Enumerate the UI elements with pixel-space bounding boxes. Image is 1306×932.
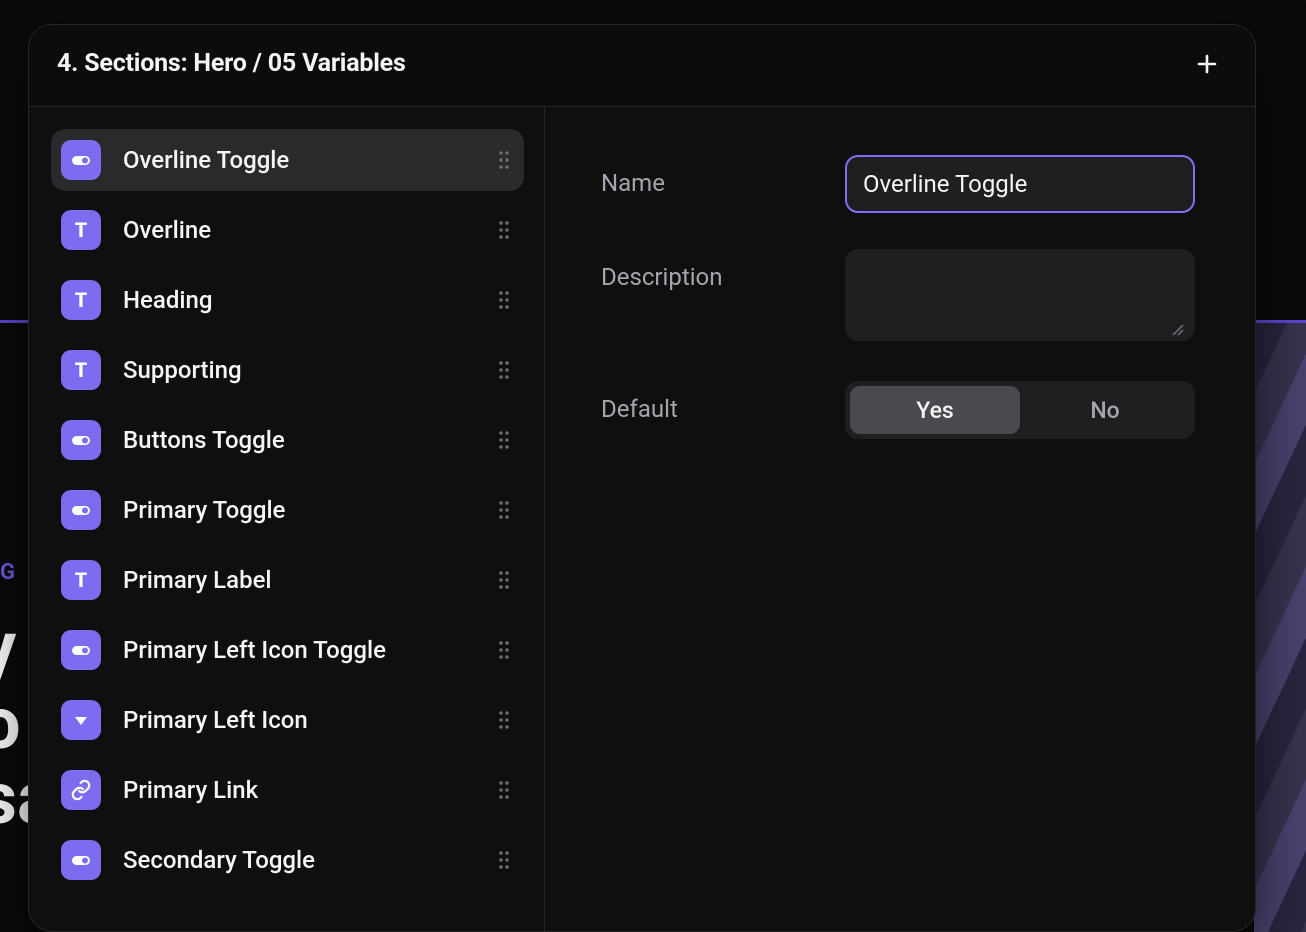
variable-list-item-label: Secondary Toggle: [123, 846, 494, 874]
variable-list-item[interactable]: T Supporting: [51, 339, 524, 401]
variable-list-item[interactable]: Primary Left Icon: [51, 689, 524, 751]
description-input[interactable]: [845, 249, 1195, 341]
default-option-yes[interactable]: Yes: [850, 386, 1020, 434]
variable-list-item[interactable]: T Primary Label: [51, 549, 524, 611]
default-segmented-control: YesNo: [845, 381, 1195, 439]
description-label: Description: [601, 249, 845, 291]
panel-body: Overline Toggle T Overline T Heading T Support…: [29, 107, 1255, 931]
text-type-icon: T: [61, 210, 101, 250]
default-label: Default: [601, 381, 845, 423]
text-type-icon: T: [61, 280, 101, 320]
drag-handle-icon[interactable]: [494, 146, 514, 174]
variable-list-item-label: Primary Label: [123, 566, 494, 594]
drag-handle-icon[interactable]: [494, 426, 514, 454]
variable-list-item-label: Overline Toggle: [123, 146, 494, 174]
plus-icon: [1195, 52, 1219, 76]
variable-list-item[interactable]: Buttons Toggle: [51, 409, 524, 471]
panel-title: 4. Sections: Hero / 05 Variables: [57, 49, 406, 78]
variable-list-item-label: Primary Link: [123, 776, 494, 804]
drag-handle-icon[interactable]: [494, 566, 514, 594]
form-row-name: Name: [601, 155, 1195, 213]
link-type-icon: [61, 770, 101, 810]
variable-list-item[interactable]: T Heading: [51, 269, 524, 331]
text-type-icon: T: [61, 350, 101, 390]
toggle-type-icon: [61, 420, 101, 460]
panel-header: 4. Sections: Hero / 05 Variables: [29, 25, 1255, 107]
toggle-type-icon: [61, 490, 101, 530]
backdrop-heading-fragment: y o sa: [0, 610, 30, 837]
text-type-icon: T: [61, 560, 101, 600]
form-row-description: Description: [601, 249, 1195, 345]
variable-list-item-label: Primary Left Icon Toggle: [123, 636, 494, 664]
variable-list-item-label: Primary Toggle: [123, 496, 494, 524]
drag-handle-icon[interactable]: [494, 286, 514, 314]
variable-list-item[interactable]: T Overline: [51, 199, 524, 261]
variable-list-item[interactable]: Overline Toggle: [51, 129, 524, 191]
variable-list-item-label: Heading: [123, 286, 494, 314]
name-input[interactable]: [845, 155, 1195, 213]
toggle-type-icon: [61, 840, 101, 880]
variable-list-item-label: Primary Left Icon: [123, 706, 494, 734]
add-variable-button[interactable]: [1193, 50, 1221, 78]
backdrop-right-pattern: [1254, 323, 1306, 932]
toggle-type-icon: [61, 140, 101, 180]
drag-handle-icon[interactable]: [494, 846, 514, 874]
variable-list-item[interactable]: Secondary Toggle: [51, 829, 524, 891]
drag-handle-icon[interactable]: [494, 356, 514, 384]
drag-handle-icon[interactable]: [494, 496, 514, 524]
name-label: Name: [601, 155, 845, 197]
form-row-default: Default YesNo: [601, 381, 1195, 439]
drag-handle-icon[interactable]: [494, 776, 514, 804]
variable-list-item-label: Supporting: [123, 356, 494, 384]
toggle-type-icon: [61, 630, 101, 670]
variable-list-item-label: Overline: [123, 216, 494, 244]
drag-handle-icon[interactable]: [494, 636, 514, 664]
variables-list: Overline Toggle T Overline T Heading T Support…: [29, 107, 545, 931]
variable-list-item[interactable]: Primary Toggle: [51, 479, 524, 541]
drag-handle-icon[interactable]: [494, 216, 514, 244]
backdrop-overline-fragment: G R: [0, 560, 30, 585]
dropdown-type-icon: [61, 700, 101, 740]
variable-list-item[interactable]: Primary Left Icon Toggle: [51, 619, 524, 681]
drag-handle-icon[interactable]: [494, 706, 514, 734]
variable-detail-pane: Name Description Default: [545, 107, 1255, 931]
variable-list-item[interactable]: Primary Link: [51, 759, 524, 821]
variable-list-item-label: Buttons Toggle: [123, 426, 494, 454]
variables-panel: 4. Sections: Hero / 05 Variables Overlin…: [28, 24, 1256, 932]
default-option-no[interactable]: No: [1020, 386, 1190, 434]
